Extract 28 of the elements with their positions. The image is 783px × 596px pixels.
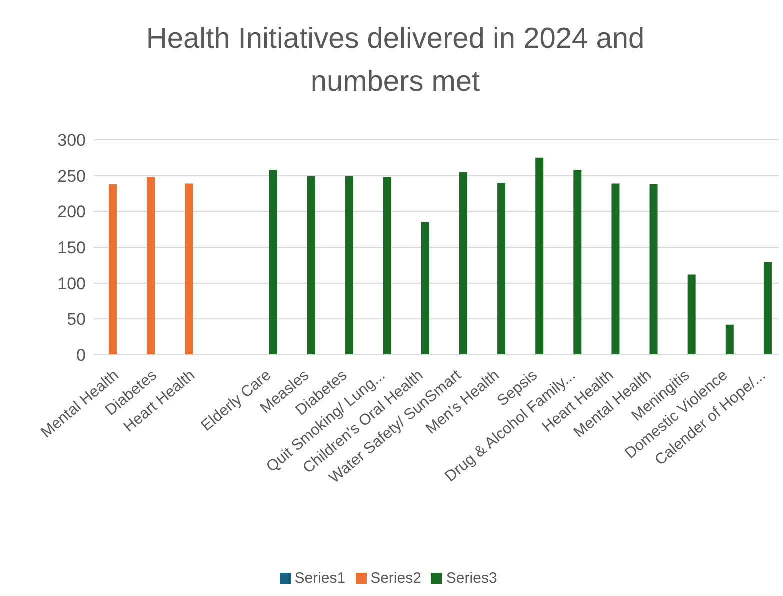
bar [574,170,582,355]
bar [764,262,772,355]
y-tick-label: 50 [67,310,86,330]
bar [269,170,278,355]
bar [650,184,658,355]
y-tick-label: 100 [58,274,86,294]
bar [421,222,430,355]
bar [345,176,354,355]
bar [307,176,316,355]
bar [383,177,392,355]
y-tick-label: 300 [58,131,86,150]
bar [688,274,696,355]
bar [612,184,620,355]
bar [185,184,194,355]
legend-label: Series3 [446,570,498,587]
y-tick-label: 200 [58,202,86,222]
y-tick-label: 150 [58,238,86,258]
bar [536,158,544,355]
bar [147,177,156,355]
legend-label: Series2 [370,570,422,587]
y-tick-label: 250 [58,166,86,186]
y-tick-label: 0 [76,346,86,366]
bar [726,324,734,355]
bar [109,184,117,355]
legend-label: Series1 [294,570,346,587]
chart-title: Health Initiatives delivered in 2024 and numbers met [145,22,646,100]
bar [498,183,506,355]
bar [460,172,468,355]
